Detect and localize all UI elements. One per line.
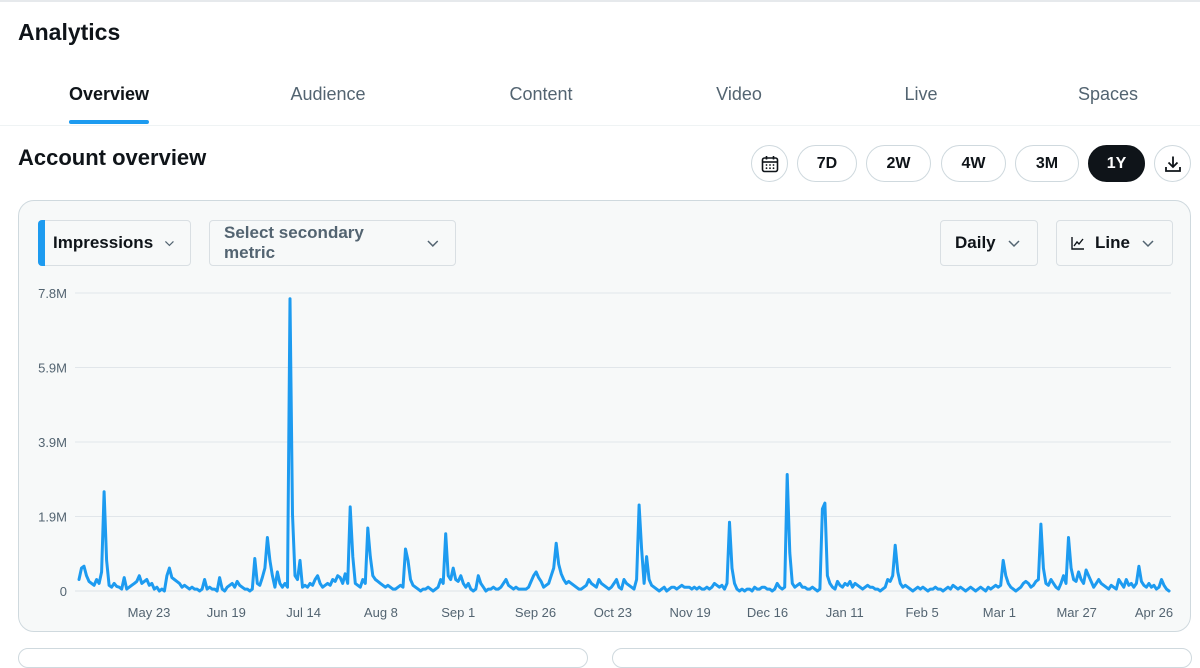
chevron-down-icon bbox=[1008, 240, 1020, 248]
range-7d-button[interactable]: 7D bbox=[797, 145, 857, 182]
x-tick-label: May 23 bbox=[128, 605, 171, 620]
range-4w-button[interactable]: 4W bbox=[941, 145, 1006, 182]
secondary-metric-label: Select secondary metric bbox=[224, 223, 364, 262]
active-tab-indicator bbox=[68, 120, 150, 124]
x-tick-label: Oct 23 bbox=[594, 605, 632, 620]
tab-bar: Overview Audience Content Video Live Spa… bbox=[0, 68, 1200, 126]
chart-card: Impressions Select secondary metric Dail… bbox=[18, 200, 1191, 632]
secondary-metric-dropdown[interactable]: Select secondary metric bbox=[209, 220, 456, 266]
x-tick-label: Apr 26 bbox=[1135, 605, 1173, 620]
x-tick-label: Sep 1 bbox=[441, 605, 475, 620]
section-title: Account overview bbox=[18, 145, 207, 170]
download-button[interactable] bbox=[1154, 145, 1191, 182]
chevron-down-icon bbox=[165, 240, 175, 247]
impressions-line-chart: 0 1.9M 3.9M 5.9M 7.8M May 23 Jun 19 Jul 14 Aug … bbox=[38, 286, 1173, 620]
bottom-card-right bbox=[612, 648, 1192, 668]
x-tick-label: Jan 11 bbox=[826, 605, 864, 620]
primary-metric-dropdown[interactable]: Impressions bbox=[38, 220, 191, 266]
tab-content[interactable]: Content bbox=[509, 68, 572, 126]
tab-audience[interactable]: Audience bbox=[290, 68, 365, 126]
range-3m-button[interactable]: 3M bbox=[1015, 145, 1079, 182]
granularity-dropdown[interactable]: Daily bbox=[940, 220, 1038, 266]
x-tick-label: Sep 26 bbox=[515, 605, 556, 620]
tab-overview[interactable]: Overview bbox=[68, 68, 150, 126]
chart-type-label: Line bbox=[1095, 233, 1130, 252]
calendar-button[interactable] bbox=[751, 145, 788, 182]
x-tick-label: Aug 8 bbox=[364, 605, 398, 620]
primary-metric-label: Impressions bbox=[53, 233, 154, 252]
y-tick-label: 7.8M bbox=[38, 286, 67, 301]
tab-live[interactable]: Live bbox=[904, 68, 937, 126]
tab-video[interactable]: Video bbox=[716, 68, 762, 126]
x-tick-label: Nov 19 bbox=[670, 605, 711, 620]
tab-label: Live bbox=[904, 84, 938, 104]
impressions-series-line bbox=[77, 297, 1171, 593]
page-title: Analytics bbox=[18, 19, 121, 45]
y-tick-label: 0 bbox=[60, 584, 67, 599]
x-tick-label: Dec 16 bbox=[747, 605, 788, 620]
calendar-icon bbox=[761, 155, 778, 172]
chart-type-dropdown[interactable]: Line bbox=[1056, 220, 1173, 266]
tab-label: Overview bbox=[68, 84, 150, 104]
x-tick-label: Mar 27 bbox=[1056, 605, 1096, 620]
bottom-card-left bbox=[18, 648, 588, 668]
y-tick-label: 5.9M bbox=[38, 361, 67, 376]
x-tick-label: Jul 14 bbox=[286, 605, 321, 620]
download-icon bbox=[1164, 156, 1181, 172]
range-1y-button[interactable]: 1Y bbox=[1088, 145, 1145, 182]
tab-spaces[interactable]: Spaces bbox=[1078, 68, 1138, 126]
tab-label: Audience bbox=[290, 84, 366, 104]
tab-label: Spaces bbox=[1077, 84, 1139, 104]
granularity-label: Daily bbox=[955, 233, 996, 252]
tab-label: Content bbox=[509, 84, 573, 104]
x-tick-label: Feb 5 bbox=[905, 605, 938, 620]
tab-label: Video bbox=[716, 84, 762, 104]
x-tick-label: Mar 1 bbox=[983, 605, 1016, 620]
x-tick-label: Jun 19 bbox=[207, 605, 246, 620]
metric-color-indicator bbox=[38, 220, 45, 266]
chevron-down-icon bbox=[427, 240, 439, 247]
chevron-down-icon bbox=[1142, 240, 1154, 248]
range-2w-button[interactable]: 2W bbox=[866, 145, 931, 182]
top-divider bbox=[0, 0, 1200, 3]
y-tick-label: 3.9M bbox=[38, 435, 67, 450]
y-tick-label: 1.9M bbox=[38, 510, 67, 525]
line-chart-icon bbox=[1071, 237, 1084, 250]
